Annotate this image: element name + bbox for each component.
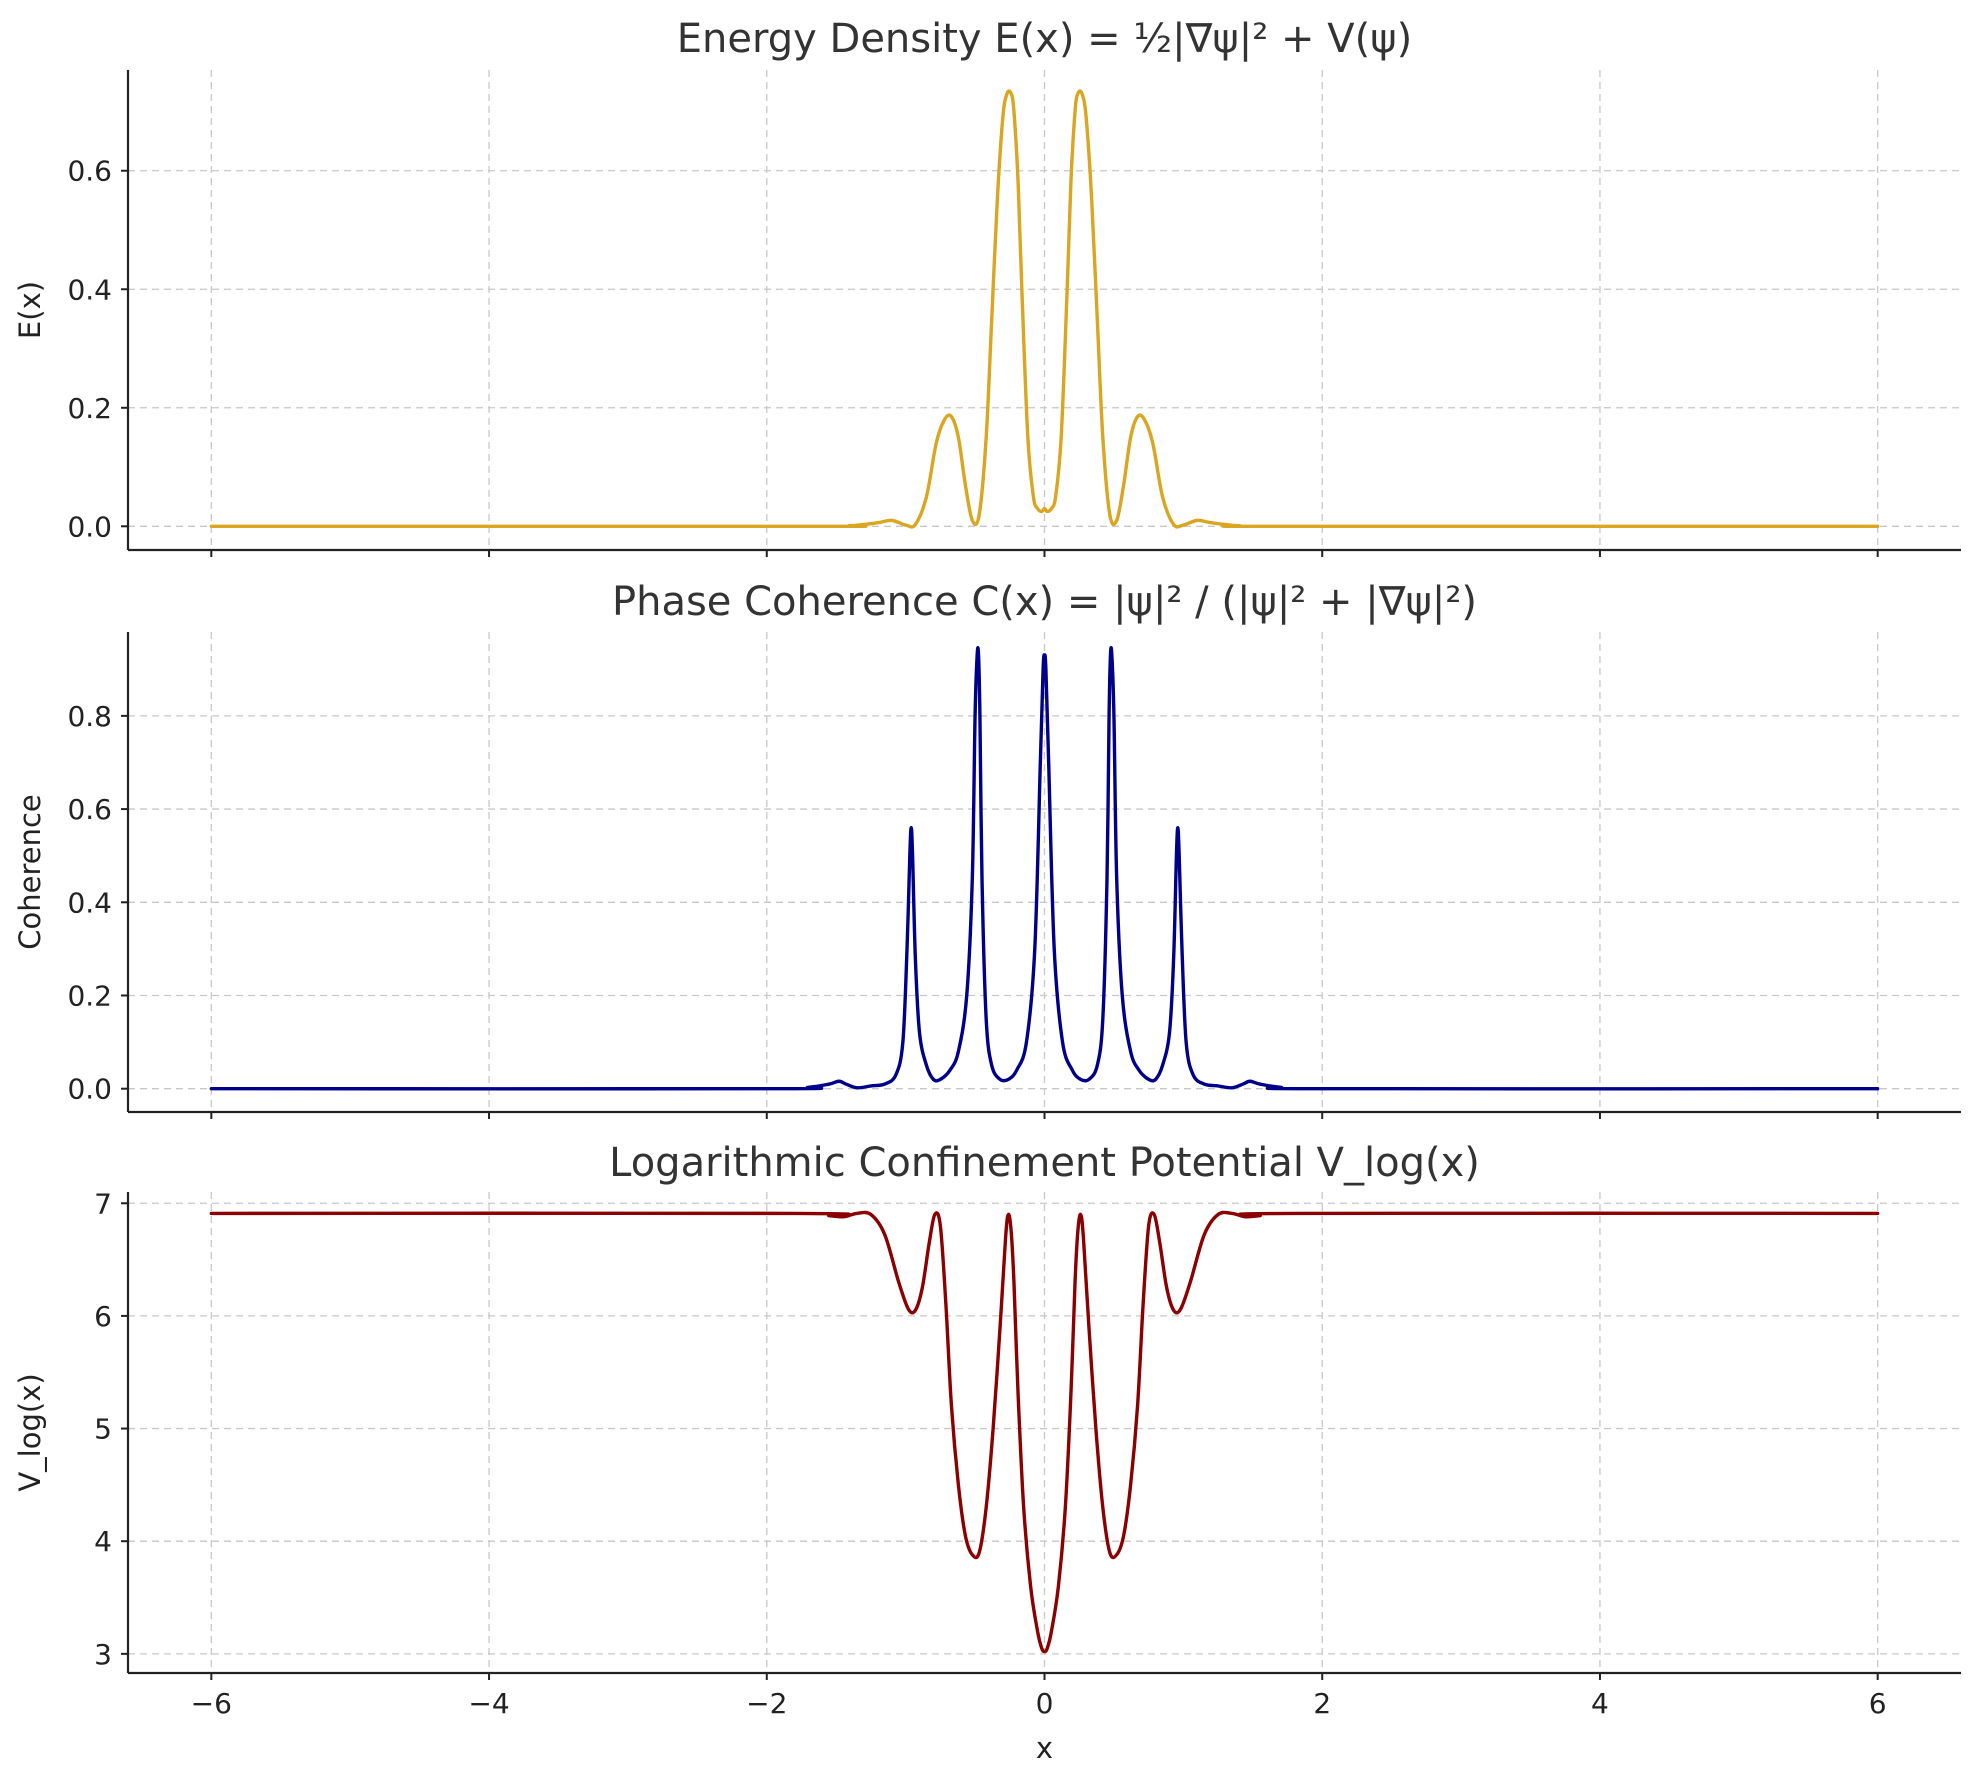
x-tick-label: −6 bbox=[191, 1687, 232, 1720]
confinement-potential-xlabel: x bbox=[1036, 1731, 1053, 1765]
y-tick-label: 0.6 bbox=[67, 793, 112, 826]
phase-coherence-panel: Phase Coherence C(x) = |ψ|² / (|ψ|² + |∇… bbox=[13, 579, 1961, 1119]
y-tick-label: 3 bbox=[94, 1638, 112, 1671]
y-tick-label: 0.8 bbox=[67, 700, 112, 733]
y-tick-label: 0.0 bbox=[67, 510, 112, 543]
energy-density-ylabel: E(x) bbox=[13, 281, 47, 339]
phase-coherence-title: Phase Coherence C(x) = |ψ|² / (|ψ|² + |∇… bbox=[612, 579, 1477, 625]
y-tick-label: 4 bbox=[94, 1525, 112, 1558]
grid bbox=[128, 1192, 1961, 1673]
energy-density-title: Energy Density E(x) = ½|∇ψ|² + V(ψ) bbox=[677, 16, 1412, 62]
x-tick-label: 2 bbox=[1313, 1687, 1331, 1720]
series-line bbox=[209, 1210, 1880, 1654]
y-tick-label: 5 bbox=[94, 1413, 112, 1446]
series-line bbox=[209, 646, 1880, 1091]
x-tick-label: 6 bbox=[1869, 1687, 1887, 1720]
confinement-potential-title: Logarithmic Confinement Potential V_log(… bbox=[609, 1140, 1480, 1186]
x-tick-label: 0 bbox=[1036, 1687, 1054, 1720]
y-tick-label: 0.4 bbox=[67, 273, 112, 306]
y-tick-label: 0.2 bbox=[67, 392, 112, 425]
x-tick-label: −2 bbox=[746, 1687, 787, 1720]
series-line bbox=[209, 89, 1880, 529]
confinement-potential-ylabel: V_log(x) bbox=[13, 1373, 47, 1491]
grid bbox=[128, 632, 1961, 1112]
y-tick-label: 7 bbox=[94, 1187, 112, 1220]
y-tick-label: 6 bbox=[94, 1300, 112, 1333]
y-tick-label: 0.6 bbox=[67, 155, 112, 188]
y-tick-label: 0.4 bbox=[67, 886, 112, 919]
x-tick-label: −4 bbox=[468, 1687, 509, 1720]
energy-density-panel: Energy Density E(x) = ½|∇ψ|² + V(ψ) E(x)… bbox=[13, 16, 1961, 557]
y-tick-label: 0.0 bbox=[67, 1073, 112, 1106]
confinement-potential-panel: Logarithmic Confinement Potential V_log(… bbox=[13, 1140, 1961, 1765]
x-tick-label: 4 bbox=[1591, 1687, 1609, 1720]
y-tick-label: 0.2 bbox=[67, 979, 112, 1012]
phase-coherence-ylabel: Coherence bbox=[13, 794, 47, 950]
